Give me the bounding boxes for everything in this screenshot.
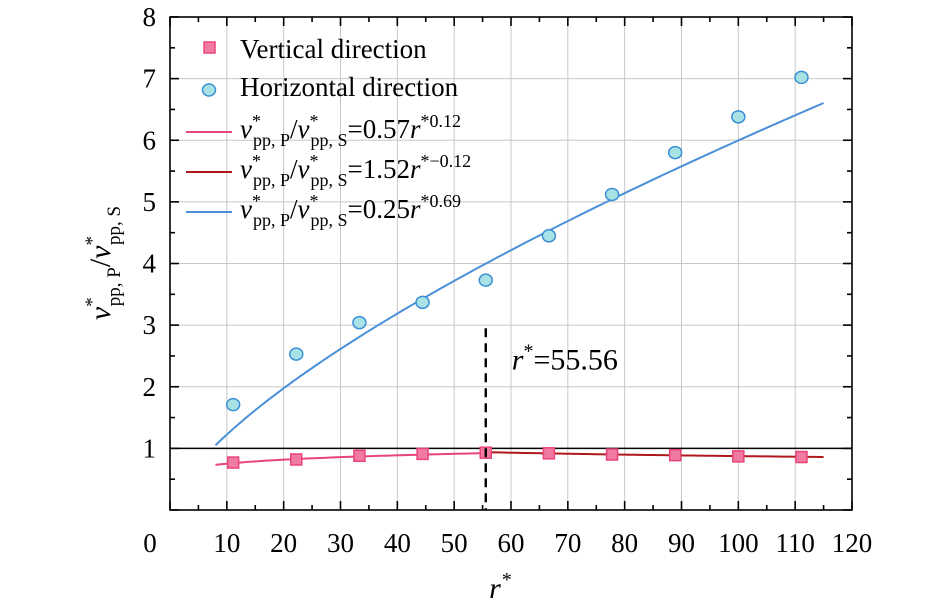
horizontal-direction-point — [541, 229, 557, 243]
x-tick-label: 110 — [775, 528, 815, 558]
x-tick-label: 60 — [498, 528, 525, 558]
x-tick-label: 40 — [384, 528, 411, 558]
horizontal-direction-point — [478, 273, 494, 287]
x-tick-label: 10 — [213, 528, 240, 558]
vertical-marker: r*=55.56 — [484, 328, 618, 510]
x-axis-label-r: r — [489, 572, 501, 605]
x-tick-label: 80 — [611, 528, 638, 558]
horizontal-direction-point — [731, 110, 746, 124]
x-axis-label-star: * — [501, 569, 511, 591]
vertical-direction-point — [668, 448, 682, 462]
legend-label-fit-1: v* pp, P/v* pp, S=0.57r*0.12 — [240, 111, 461, 150]
y-tick-label: 2 — [143, 372, 157, 402]
y-tick-label: 4 — [143, 249, 157, 279]
fit-curve-2 — [485, 451, 824, 458]
horizontal-direction-point — [289, 347, 304, 361]
x-tick-label: 70 — [554, 528, 581, 558]
threshold-label: r*=55.56 — [512, 340, 618, 376]
vertical-direction-point — [605, 448, 619, 461]
fit-curve-3 — [214, 102, 824, 447]
legend: Vertical direction Horizontal direction … — [186, 34, 471, 230]
x-tick-label: 120 — [832, 528, 873, 558]
y-axis-label-slash: / — [84, 258, 117, 267]
y-axis-label: v*pp, P/v*pp, S — [82, 206, 125, 320]
y-axis-label-v: v — [84, 306, 117, 320]
legend-label-horizontal: Horizontal direction — [240, 72, 459, 102]
horizontal-direction-point — [604, 187, 620, 202]
x-axis-label: r* — [489, 569, 511, 605]
y-tick-label: 5 — [143, 187, 157, 217]
x-tick-label: 20 — [270, 528, 297, 558]
y-tick-label: 8 — [143, 2, 157, 32]
vertical-direction-point — [353, 449, 366, 463]
y-tick-label: 7 — [143, 64, 157, 94]
y-axis-label-v2: v — [84, 245, 117, 259]
vertical-direction-point — [226, 456, 240, 469]
y-axis-label-sub-p: pp, P — [104, 267, 125, 306]
tick-labels: 10 20 30 40 50 60 70 80 90 100 110 120 0 1 2 3 4 5 6 7 8 — [143, 2, 873, 558]
vertical-direction-point — [732, 450, 745, 463]
y-tick-label: 6 — [143, 125, 157, 155]
x-tick-label: 90 — [668, 528, 695, 558]
horizontal-direction-point — [794, 70, 809, 85]
vertical-direction-point — [542, 447, 556, 460]
legend-label-fit-3: v* pp, P/v* pp, S=0.25r*0.69 — [240, 191, 461, 230]
x-tick-label: 100 — [718, 528, 759, 558]
legend-label-vertical: Vertical direction — [240, 34, 427, 64]
x-tick-label: 30 — [327, 528, 354, 558]
vertical-direction-point — [795, 450, 808, 464]
y-tick-label: 3 — [143, 310, 157, 340]
origin-tick-label: 0 — [143, 528, 157, 558]
horizontal-direction-point — [667, 145, 683, 160]
horizontal-direction-point — [415, 295, 430, 310]
legend-label-fit-2: v* pp, P/v* pp, S=1.52r*−0.12 — [240, 151, 471, 190]
y-axis-label-star1: * — [82, 297, 103, 307]
y-axis-label-sub-s: pp, S — [104, 206, 125, 245]
fit-curve-1 — [215, 452, 486, 466]
horizontal-direction-point — [352, 315, 367, 330]
vertical-direction-point — [416, 447, 429, 461]
legend-marker-vertical — [203, 41, 216, 54]
fit-curves — [214, 102, 824, 466]
horizontal-direction-point — [225, 397, 241, 412]
x-tick-label: 50 — [441, 528, 468, 558]
legend-marker-horizontal — [201, 83, 217, 97]
y-tick-label: 1 — [143, 433, 157, 463]
axes — [169, 16, 853, 511]
vertical-direction-point — [290, 453, 303, 466]
y-axis-label-star2: * — [82, 236, 103, 246]
